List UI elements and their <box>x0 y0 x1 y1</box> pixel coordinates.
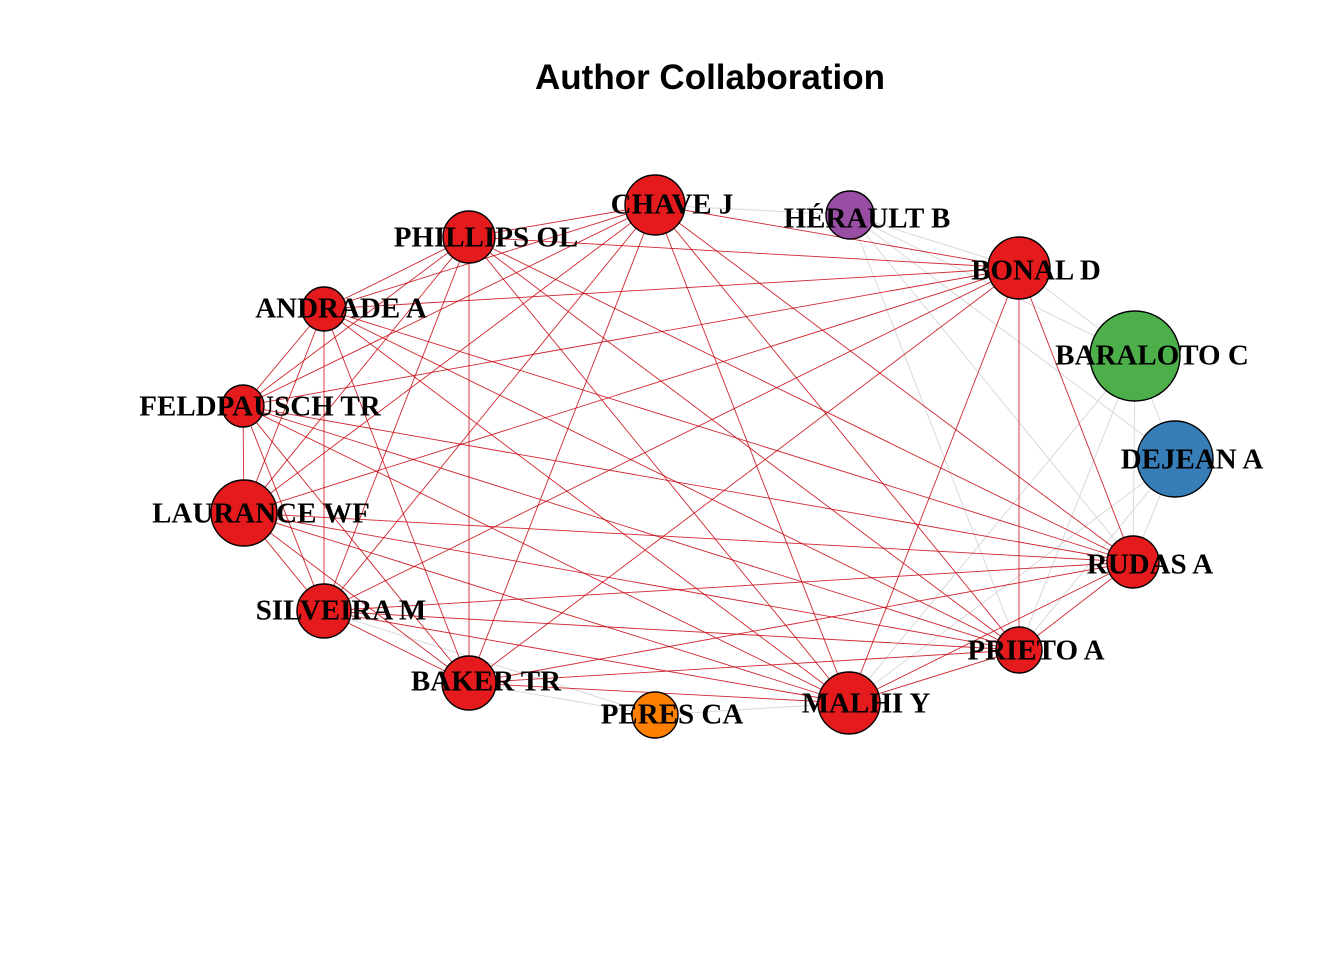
node-peres[interactable] <box>631 691 679 739</box>
edge-chave-silveira <box>323 204 656 612</box>
node-rudas[interactable] <box>1106 535 1160 589</box>
faint-edge-herault-chave <box>654 204 851 216</box>
faint-edge-herault-dejean <box>849 214 1176 460</box>
faint-edge-peres-baker <box>468 682 656 716</box>
edge-bonal-malhi <box>848 267 1020 704</box>
node-malhi[interactable] <box>817 671 881 735</box>
edge-bonal-silveira <box>323 267 1020 612</box>
node-label-laurance: LAURANCE WF <box>152 498 370 530</box>
node-laurance[interactable] <box>210 479 278 547</box>
node-phillips[interactable] <box>442 210 496 264</box>
node-herault[interactable] <box>825 190 875 240</box>
edge-chave-laurance <box>243 204 656 514</box>
edge-chave-bonal <box>654 204 1020 269</box>
edge-layer <box>242 204 1134 704</box>
edge-phillips-rudas <box>468 236 1134 563</box>
faint-edge-baraloto-malhi <box>848 355 1136 704</box>
faint-edge-dejean-prieto <box>1018 458 1176 651</box>
edge-andrade-baker <box>323 308 470 684</box>
faint-edge-peres-malhi <box>654 702 850 716</box>
node-label-silveira: SILVEIRA M <box>256 595 427 627</box>
node-label-feldpausch: FELDPAUSCH TR <box>139 391 381 423</box>
node-label-baraloto: BARALOTO C <box>1055 340 1249 372</box>
node-layer <box>210 174 1214 739</box>
edge-chave-andrade <box>323 204 656 310</box>
node-baker[interactable] <box>441 655 497 711</box>
chart-title: Author Collaboration <box>535 58 885 97</box>
node-baraloto[interactable] <box>1089 310 1181 402</box>
edge-phillips-andrade <box>323 236 470 310</box>
node-label-phillips: PHILLIPS OL <box>394 222 579 254</box>
node-label-peres: PERES CA <box>601 699 744 731</box>
faint-edge-dejean-malhi <box>848 458 1176 704</box>
edge-chave-feldpausch <box>242 204 656 407</box>
edge-laurance-rudas <box>243 512 1134 563</box>
edge-bonal-rudas <box>1018 267 1134 563</box>
edge-bonal-laurance <box>243 267 1020 514</box>
node-label-andrade: ANDRADE A <box>255 293 427 325</box>
edge-feldpausch-rudas <box>242 405 1134 563</box>
node-andrade[interactable] <box>301 286 347 332</box>
node-bonal[interactable] <box>987 236 1051 300</box>
edge-silveira-malhi <box>323 610 850 704</box>
edge-phillips-laurance <box>243 236 470 514</box>
edge-baker-prieto <box>468 649 1020 684</box>
faint-edge-herault-baraloto <box>849 214 1136 357</box>
edge-bonal-andrade <box>323 267 1020 310</box>
node-label-prieto: PRIETO A <box>967 635 1104 667</box>
node-feldpausch[interactable] <box>221 384 265 428</box>
edge-chave-prieto <box>654 204 1020 651</box>
faint-edge-peres-silveira <box>323 610 656 716</box>
node-chave[interactable] <box>624 174 686 236</box>
edge-feldpausch-malhi <box>242 405 850 704</box>
edge-chave-baker <box>468 204 656 684</box>
edge-silveira-prieto <box>323 610 1020 651</box>
faint-edge-herault-prieto <box>849 214 1020 651</box>
node-prieto[interactable] <box>995 626 1043 674</box>
edge-bonal-feldpausch <box>242 267 1020 407</box>
edge-laurance-prieto <box>243 512 1020 651</box>
faint-edge-herault-rudas <box>849 214 1134 563</box>
edge-andrade-laurance <box>243 308 325 514</box>
edge-laurance-baker <box>243 512 470 684</box>
edge-andrade-malhi <box>323 308 850 704</box>
edge-phillips-silveira <box>323 236 470 612</box>
node-label-baker: BAKER TR <box>411 666 562 698</box>
node-label-malhi: MALHI Y <box>802 688 931 720</box>
edge-silveira-rudas <box>323 561 1134 612</box>
faint-edge-baraloto-prieto <box>1018 355 1136 651</box>
node-silveira[interactable] <box>296 583 352 639</box>
edge-chave-phillips <box>468 204 656 238</box>
edge-feldpausch-silveira <box>242 405 325 612</box>
edge-chave-rudas <box>654 204 1134 563</box>
node-label-rudas: RUDAS A <box>1087 549 1214 581</box>
edge-andrade-rudas <box>323 308 1134 563</box>
edge-andrade-prieto <box>323 308 1020 651</box>
edge-malhi-rudas <box>848 561 1134 704</box>
edge-phillips-prieto <box>468 236 1020 651</box>
edge-phillips-bonal <box>468 236 1020 269</box>
node-label-herault: HÉRAULT B <box>784 202 951 235</box>
edge-baker-rudas <box>468 561 1134 684</box>
node-dejean[interactable] <box>1136 420 1214 498</box>
edge-phillips-feldpausch <box>242 236 470 407</box>
node-label-dejean: DEJEAN A <box>1121 444 1264 476</box>
edge-laurance-malhi <box>243 512 850 704</box>
edge-feldpausch-prieto <box>242 405 1020 651</box>
edge-feldpausch-baker <box>242 405 470 684</box>
node-label-bonal: BONAL D <box>971 255 1101 287</box>
edge-bonal-baker <box>468 267 1020 684</box>
label-layer: CHAVE J HÉRAULT B PHILLIPS OL BONAL D ANDRAD… <box>139 189 1263 731</box>
node-label-chave: CHAVE J <box>611 189 734 221</box>
